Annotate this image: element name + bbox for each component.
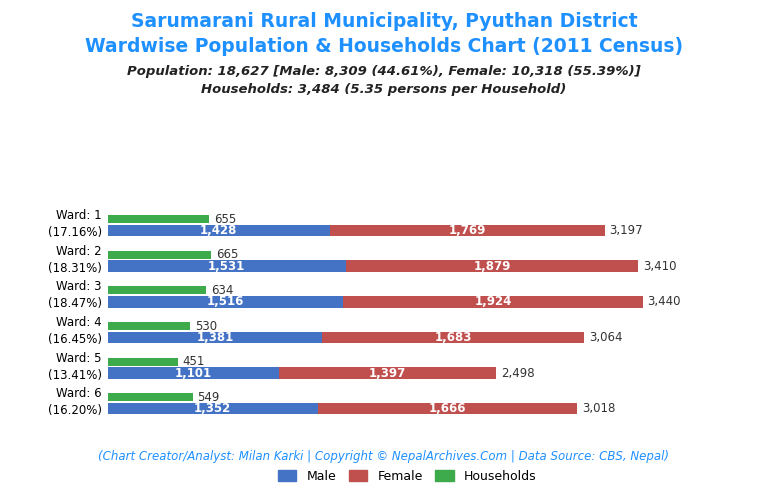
- Text: 1,531: 1,531: [208, 260, 245, 273]
- Bar: [108, 225, 329, 236]
- Text: 451: 451: [182, 355, 205, 368]
- Text: 549: 549: [197, 391, 220, 404]
- Bar: [108, 358, 177, 366]
- Text: 1,924: 1,924: [475, 295, 511, 308]
- Bar: [108, 260, 346, 272]
- Text: 655: 655: [214, 212, 237, 226]
- Bar: [108, 286, 206, 294]
- Text: 1,352: 1,352: [194, 402, 231, 415]
- Text: 2,498: 2,498: [501, 367, 535, 380]
- Bar: [108, 322, 190, 330]
- Legend: Male, Female, Households: Male, Female, Households: [273, 464, 541, 488]
- Bar: [323, 332, 584, 343]
- Text: 1,516: 1,516: [207, 295, 244, 308]
- Text: 1,879: 1,879: [473, 260, 511, 273]
- Bar: [108, 393, 193, 401]
- Bar: [108, 332, 323, 343]
- Text: 3,440: 3,440: [647, 295, 681, 308]
- Text: 1,683: 1,683: [435, 331, 472, 344]
- Text: 1,769: 1,769: [449, 224, 486, 237]
- Bar: [279, 367, 496, 379]
- Bar: [108, 367, 279, 379]
- Bar: [108, 215, 210, 223]
- Text: Households: 3,484 (5.35 persons per Household): Households: 3,484 (5.35 persons per Hous…: [201, 83, 567, 96]
- Text: 1,666: 1,666: [429, 402, 466, 415]
- Text: 665: 665: [216, 248, 238, 261]
- Text: 1,428: 1,428: [200, 224, 237, 237]
- Text: 1,381: 1,381: [197, 331, 233, 344]
- Text: 634: 634: [211, 284, 233, 297]
- Text: 3,018: 3,018: [582, 402, 615, 415]
- Bar: [346, 260, 638, 272]
- Text: 3,410: 3,410: [643, 260, 677, 273]
- Text: 1,101: 1,101: [174, 367, 212, 380]
- Bar: [108, 403, 318, 415]
- Text: Wardwise Population & Households Chart (2011 Census): Wardwise Population & Households Chart (…: [85, 37, 683, 56]
- Bar: [108, 251, 211, 259]
- Bar: [329, 225, 605, 236]
- Text: (Chart Creator/Analyst: Milan Karki | Copyright © NepalArchives.Com | Data Sourc: (Chart Creator/Analyst: Milan Karki | Co…: [98, 450, 670, 462]
- Text: Sarumarani Rural Municipality, Pyuthan District: Sarumarani Rural Municipality, Pyuthan D…: [131, 12, 637, 32]
- Bar: [108, 296, 343, 308]
- Text: 3,064: 3,064: [589, 331, 622, 344]
- Text: Population: 18,627 [Male: 8,309 (44.61%), Female: 10,318 (55.39%)]: Population: 18,627 [Male: 8,309 (44.61%)…: [127, 65, 641, 78]
- Bar: [343, 296, 643, 308]
- Text: 3,197: 3,197: [610, 224, 644, 237]
- Text: 530: 530: [194, 319, 217, 333]
- Text: 1,397: 1,397: [369, 367, 406, 380]
- Bar: [318, 403, 577, 415]
